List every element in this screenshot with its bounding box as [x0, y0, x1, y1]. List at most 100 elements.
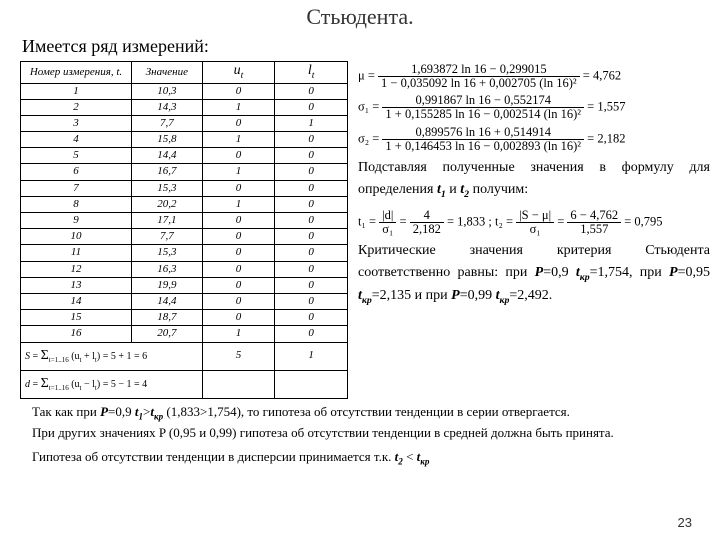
- formula-sigma1: σ₁ = 0,991867 ln 16 − 0,5521741 + 0,1552…: [358, 94, 710, 121]
- table-cell: 0: [202, 83, 275, 99]
- table-cell: 7: [21, 180, 132, 196]
- table-cell: 16,7: [132, 164, 203, 180]
- table-cell: 1: [202, 132, 275, 148]
- paragraph-critical: Критические значения критерия Стьюдента …: [358, 240, 710, 308]
- col-header-value: Значение: [132, 62, 203, 84]
- table-cell: 1: [21, 83, 132, 99]
- measurements-table: Номер измерения, t. Значение ut lt 110,3…: [20, 61, 348, 399]
- table-cell: 18,7: [132, 310, 203, 326]
- table-cell: 12: [21, 261, 132, 277]
- table-cell: 0: [275, 83, 348, 99]
- table-row: 214,310: [21, 99, 348, 115]
- table-cell: 4: [21, 132, 132, 148]
- page-title: Стьюдента.: [0, 0, 720, 30]
- table-row: 415,810: [21, 132, 348, 148]
- table-cell: 0: [202, 229, 275, 245]
- formula-mu: μ = 1,693872 ln 16 − 0,2990151 − 0,03509…: [358, 63, 710, 90]
- table-cell: 3: [21, 115, 132, 131]
- formula-sigma2: σ₂ = 0,899576 ln 16 + 0,5149141 + 0,1464…: [358, 126, 710, 153]
- table-row: 110,300: [21, 83, 348, 99]
- sum-s-u: 5: [202, 342, 275, 370]
- table-cell: 0: [275, 310, 348, 326]
- table-cell: 13: [21, 277, 132, 293]
- table-row: 1115,300: [21, 245, 348, 261]
- table-cell: 0: [275, 293, 348, 309]
- table-row: 1518,700: [21, 310, 348, 326]
- table-cell: 0: [275, 261, 348, 277]
- table-cell: 7,7: [132, 229, 203, 245]
- bottom-line-3: Гипотеза об отсутствии тенденции в диспе…: [14, 448, 704, 468]
- table-row: 37,701: [21, 115, 348, 131]
- table-row: 514,400: [21, 148, 348, 164]
- table-cell: 15,3: [132, 180, 203, 196]
- table-cell: 16: [21, 326, 132, 342]
- table-cell: 0: [275, 164, 348, 180]
- bottom-text: Так как при P=0,9 t1>tкр (1,833>1,754), …: [0, 399, 720, 468]
- page-number: 23: [678, 515, 692, 530]
- table-cell: 10,3: [132, 83, 203, 99]
- table-row: 820,210: [21, 196, 348, 212]
- table-cell: 2: [21, 99, 132, 115]
- sum-d-cell: d = Σt=1..16 (ut − lt) = 5 − 1 = 4: [21, 370, 203, 398]
- bottom-line-1: Так как при P=0,9 t1>tкр (1,833>1,754), …: [14, 403, 704, 423]
- table-cell: 0: [275, 180, 348, 196]
- table-cell: 11: [21, 245, 132, 261]
- table-cell: 0: [275, 148, 348, 164]
- text-region: μ = 1,693872 ln 16 − 0,2990151 − 0,03509…: [350, 61, 710, 399]
- table-cell: 19,9: [132, 277, 203, 293]
- table-cell: 0: [202, 261, 275, 277]
- formula-t1-t2: t₁ = |d|σ₁ = 42,182 = 1,833 ; t₂ = |S − …: [358, 209, 710, 236]
- table-cell: 1: [202, 99, 275, 115]
- table-cell: 0: [202, 180, 275, 196]
- subtitle: Имеется ряд измерений:: [0, 36, 720, 57]
- table-row: 715,300: [21, 180, 348, 196]
- table-cell: 5: [21, 148, 132, 164]
- table-cell: 0: [202, 245, 275, 261]
- table-cell: 15: [21, 310, 132, 326]
- table-cell: 9: [21, 213, 132, 229]
- paragraph-subst: Подставляя полученные значения в формулу…: [358, 157, 710, 203]
- table-row: 917,100: [21, 213, 348, 229]
- table-cell: 0: [202, 148, 275, 164]
- sum-s-l: 1: [275, 342, 348, 370]
- table-row: 1319,900: [21, 277, 348, 293]
- table-cell: 0: [275, 245, 348, 261]
- table-cell: 6: [21, 164, 132, 180]
- table-cell: 8: [21, 196, 132, 212]
- table-cell: 1: [202, 196, 275, 212]
- bottom-line-2: При других значениях P (0,95 и 0,99) гип…: [14, 424, 704, 442]
- col-header-lt: lt: [275, 62, 348, 84]
- sum-row-d: d = Σt=1..16 (ut − lt) = 5 − 1 = 4: [21, 370, 348, 398]
- table-cell: 17,1: [132, 213, 203, 229]
- table-cell: 0: [275, 326, 348, 342]
- table-cell: 20,2: [132, 196, 203, 212]
- table-header-row: Номер измерения, t. Значение ut lt: [21, 62, 348, 84]
- sum-d-u: [202, 370, 275, 398]
- table-cell: 1: [202, 164, 275, 180]
- table-cell: 0: [202, 115, 275, 131]
- table-cell: 15,8: [132, 132, 203, 148]
- data-table-region: Номер измерения, t. Значение ut lt 110,3…: [20, 61, 350, 399]
- col-header-ut: ut: [202, 62, 275, 84]
- table-cell: 0: [202, 310, 275, 326]
- table-cell: 14,4: [132, 293, 203, 309]
- table-cell: 7,7: [132, 115, 203, 131]
- table-cell: 0: [275, 277, 348, 293]
- table-cell: 0: [202, 277, 275, 293]
- table-cell: 0: [275, 99, 348, 115]
- table-cell: 0: [275, 132, 348, 148]
- table-cell: 20,7: [132, 326, 203, 342]
- table-cell: 0: [275, 196, 348, 212]
- table-row: 1414,400: [21, 293, 348, 309]
- table-row: 107,700: [21, 229, 348, 245]
- table-cell: 14: [21, 293, 132, 309]
- table-cell: 15,3: [132, 245, 203, 261]
- table-cell: 16,3: [132, 261, 203, 277]
- table-cell: 0: [275, 213, 348, 229]
- table-cell: 1: [275, 115, 348, 131]
- sum-row-s: S = Σt=1..16 (ut + lt) = 5 + 1 = 6 5 1: [21, 342, 348, 370]
- table-row: 1216,300: [21, 261, 348, 277]
- table-cell: 1: [202, 326, 275, 342]
- table-cell: 10: [21, 229, 132, 245]
- table-row: 1620,710: [21, 326, 348, 342]
